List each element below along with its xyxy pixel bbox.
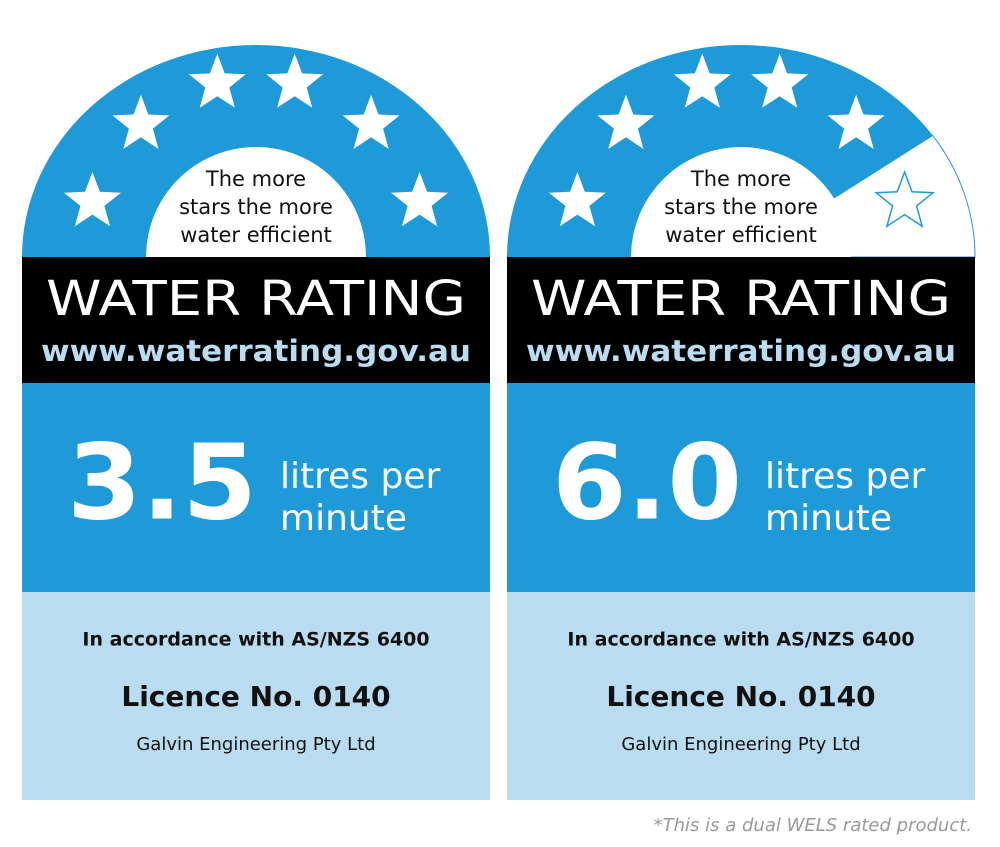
star bbox=[342, 94, 400, 149]
flow-band bbox=[507, 383, 975, 592]
company: Galvin Engineering Pty Ltd bbox=[621, 734, 860, 755]
licence: Licence No. 0140 bbox=[121, 680, 390, 713]
star bbox=[112, 94, 170, 149]
licence: Licence No. 0140 bbox=[606, 680, 875, 713]
star bbox=[266, 53, 324, 108]
company: Galvin Engineering Pty Ltd bbox=[136, 734, 375, 755]
tagline: water efficient bbox=[665, 223, 817, 247]
standard: In accordance with AS/NZS 6400 bbox=[82, 629, 429, 651]
unit: litres per bbox=[280, 456, 440, 497]
tagline: stars the more bbox=[664, 195, 818, 219]
tagline: The more bbox=[690, 167, 791, 191]
footnote: *This is a dual WELS rated product. bbox=[654, 815, 972, 836]
title: WATER RATING bbox=[46, 271, 466, 327]
standard: In accordance with AS/NZS 6400 bbox=[567, 629, 914, 651]
title: WATER RATING bbox=[531, 271, 951, 327]
star bbox=[548, 172, 606, 227]
info-band bbox=[22, 592, 490, 800]
info-band bbox=[507, 592, 975, 800]
star bbox=[63, 172, 121, 227]
flow: 3.5 bbox=[67, 421, 257, 543]
black-band bbox=[22, 257, 490, 383]
unit: minute bbox=[765, 498, 892, 539]
star bbox=[391, 172, 449, 227]
flow-band bbox=[22, 383, 490, 592]
star bbox=[188, 53, 246, 108]
star bbox=[751, 53, 809, 108]
unit: litres per bbox=[765, 456, 925, 497]
url: www.waterrating.gov.au bbox=[41, 334, 471, 368]
empty-star bbox=[874, 169, 936, 229]
star bbox=[673, 53, 731, 108]
tagline: water efficient bbox=[180, 223, 332, 247]
tagline: stars the more bbox=[179, 195, 333, 219]
tagline: The more bbox=[205, 167, 306, 191]
black-band bbox=[507, 257, 975, 383]
url: www.waterrating.gov.au bbox=[526, 334, 956, 368]
unit: minute bbox=[280, 498, 407, 539]
star bbox=[597, 94, 655, 149]
flow: 6.0 bbox=[552, 421, 742, 543]
star bbox=[827, 94, 885, 149]
